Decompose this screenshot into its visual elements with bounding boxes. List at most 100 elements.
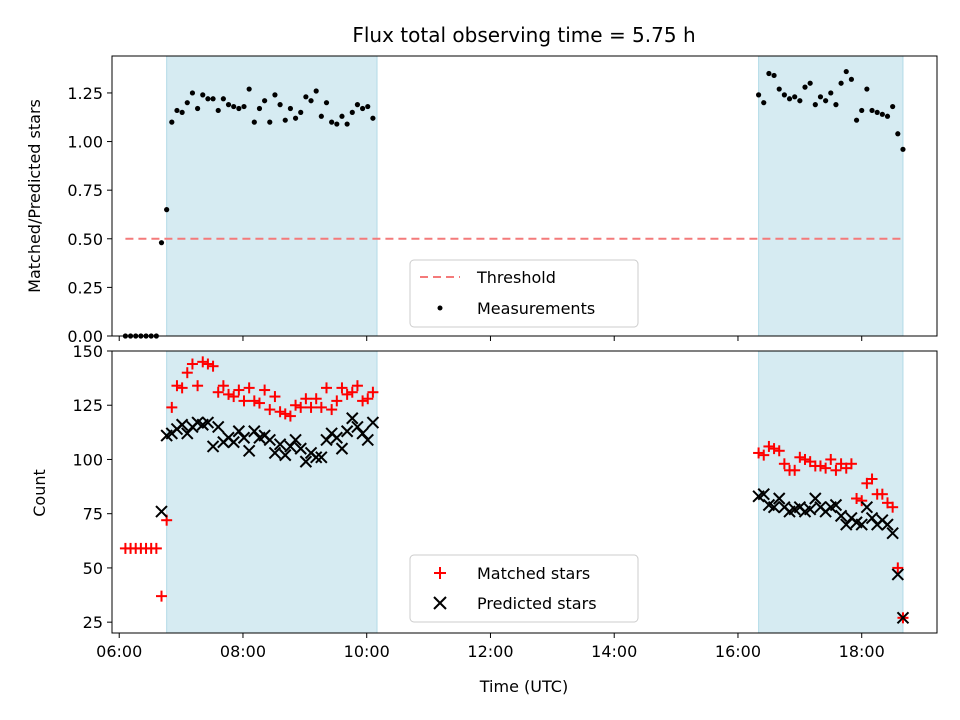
xtick-label-2: 10:00 <box>344 642 390 661</box>
measurement-point-57 <box>797 98 803 104</box>
matched-star-point-30 <box>274 406 286 418</box>
matched-star-point-39 <box>321 382 332 394</box>
predicted-star-point-22 <box>268 446 282 460</box>
top-panel: Flux total observing time = 5.75 h 0.00 0… <box>25 23 938 346</box>
measurement-point-41 <box>334 121 340 127</box>
bottom-ytick-label-0: 25 <box>83 613 103 632</box>
matched-star-point-17 <box>207 360 219 372</box>
measurement-point-40 <box>329 119 335 125</box>
measurement-point-12 <box>184 100 190 106</box>
measurement-point-65 <box>838 80 844 86</box>
measurement-point-39 <box>323 100 330 106</box>
predicted-star-point-63 <box>860 500 874 514</box>
predicted-star-point-9 <box>201 416 215 429</box>
measurement-point-71 <box>869 107 875 114</box>
matched-star-point-37 <box>310 393 322 405</box>
matched-star-point-62 <box>820 462 832 474</box>
bottom-legend: Matched stars Predicted stars <box>409 554 639 623</box>
matched-star-point-21 <box>228 391 240 403</box>
matched-star-point-56 <box>789 464 801 476</box>
measurement-point-7 <box>158 240 165 246</box>
predicted-star-point-53 <box>809 492 822 505</box>
matched-star-point-61 <box>814 460 826 472</box>
top-observing-window-1 <box>758 55 904 337</box>
bottom-y-axis-label: Count <box>30 469 49 517</box>
matched-star-point-49 <box>753 447 765 459</box>
measurement-point-19 <box>220 96 226 102</box>
predicted-star-point-52 <box>803 503 817 516</box>
measurement-point-53 <box>776 86 782 92</box>
predicted-star-point-24 <box>279 448 292 462</box>
matched-star-point-36 <box>305 401 317 413</box>
predicted-star-point-4 <box>175 418 189 431</box>
predicted-star-point-40 <box>361 433 374 447</box>
predicted-star-point-0 <box>155 505 168 518</box>
matched-star-point-13 <box>186 358 198 370</box>
predicted-star-point-27 <box>294 442 307 455</box>
legend-threshold-label: Threshold <box>476 268 556 287</box>
top-ytick-label-0: 0.00 <box>67 327 103 346</box>
measurement-point-20 <box>225 102 232 108</box>
matched-star-point-33 <box>290 399 302 411</box>
measurement-point-69 <box>859 107 865 114</box>
matched-star-point-45 <box>351 380 363 392</box>
measurement-point-30 <box>277 102 283 108</box>
matched-star-point-46 <box>357 395 369 407</box>
measurement-point-23 <box>241 103 247 110</box>
measurement-point-42 <box>339 113 345 119</box>
measurement-point-13 <box>189 90 196 96</box>
bottom-ytick-label-4: 125 <box>72 396 103 415</box>
matched-star-point-10 <box>171 380 183 392</box>
chart-title: Flux total observing time = 5.75 h <box>352 23 695 47</box>
matched-star-point-67 <box>845 458 857 470</box>
measurement-point-61 <box>817 94 824 100</box>
measurement-point-49 <box>755 92 762 98</box>
matched-star-point-54 <box>778 458 790 470</box>
measurement-point-58 <box>802 84 808 90</box>
matched-star-point-52 <box>768 443 780 455</box>
measurement-point-27 <box>262 98 268 104</box>
predicted-star-point-43 <box>757 487 770 501</box>
matched-star-point-31 <box>279 408 291 420</box>
measurement-point-18 <box>215 107 221 114</box>
measurement-point-29 <box>272 92 278 98</box>
matched-star-point-27 <box>259 384 271 396</box>
measurement-point-52 <box>771 72 777 79</box>
matched-star-point-35 <box>300 393 312 405</box>
matched-star-point-29 <box>269 391 281 403</box>
matched-star-point-22 <box>233 384 245 396</box>
legend-measurements-label: Measurements <box>477 299 595 318</box>
measurement-point-70 <box>864 86 870 92</box>
measurement-point-17 <box>210 96 216 102</box>
matched-star-point-7 <box>156 590 167 602</box>
matched-star-point-51 <box>763 440 775 452</box>
matched-star-point-58 <box>799 453 811 465</box>
measurement-point-67 <box>848 76 855 82</box>
matched-star-point-68 <box>851 493 863 505</box>
measurement-point-75 <box>890 103 896 110</box>
measurement-point-9 <box>169 119 175 125</box>
predicted-star-point-14 <box>227 435 240 449</box>
matched-star-point-76 <box>892 562 904 574</box>
measurement-point-32 <box>287 105 294 112</box>
matched-star-point-73 <box>876 488 888 500</box>
matched-star-point-47 <box>362 393 374 405</box>
measurement-point-26 <box>256 105 263 112</box>
measurement-point-33 <box>292 115 299 121</box>
matched-star-point-75 <box>887 501 899 513</box>
measurement-point-76 <box>895 131 901 137</box>
predicted-star-point-21 <box>263 433 276 447</box>
matched-star-point-16 <box>202 358 214 370</box>
predicted-star-point-37 <box>346 412 359 425</box>
predicted-star-point-41 <box>366 416 380 429</box>
predicted-star-point-17 <box>242 444 256 457</box>
matched-star-point-43 <box>341 388 353 400</box>
bottom-ytick-label-3: 100 <box>72 450 103 469</box>
matched-star-point-63 <box>825 453 837 465</box>
measurement-point-44 <box>349 109 355 115</box>
measurement-point-64 <box>833 102 839 108</box>
measurement-point-48 <box>370 115 376 121</box>
measurement-point-11 <box>179 109 185 115</box>
measurement-point-43 <box>344 121 350 127</box>
